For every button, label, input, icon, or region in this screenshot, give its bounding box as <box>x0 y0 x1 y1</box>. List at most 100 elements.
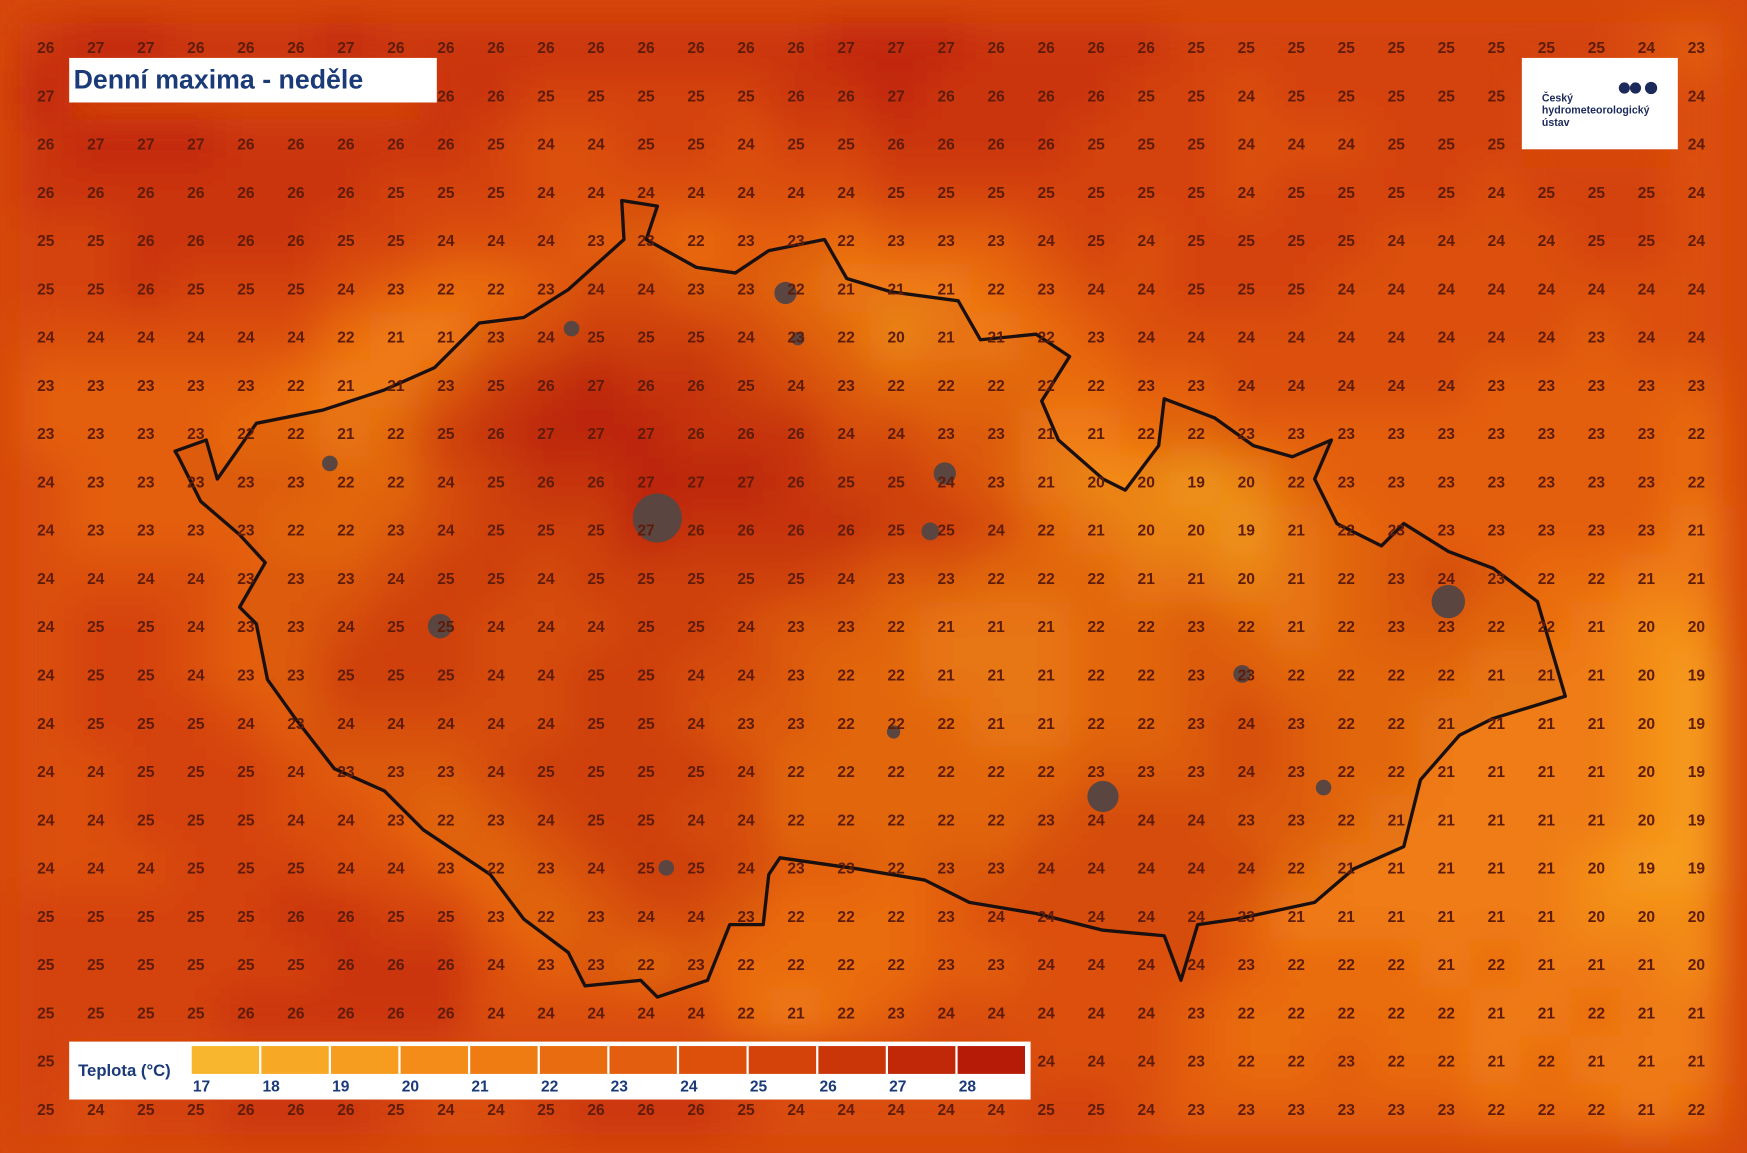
temperature-cell <box>769 70 823 122</box>
temperature-cell <box>119 794 172 846</box>
temperature-cell <box>469 698 523 749</box>
temperature-cell <box>1470 794 1523 846</box>
temperature-cell <box>1670 698 1723 749</box>
temperature-value: 23 <box>487 909 505 926</box>
temperature-value: 23 <box>1588 330 1606 347</box>
temperature-value: 25 <box>1138 137 1156 154</box>
temperature-value: 26 <box>437 137 455 154</box>
temperature-cell <box>1420 1036 1473 1087</box>
temperature-value: 26 <box>87 185 105 202</box>
temperature-cell <box>119 939 172 991</box>
temperature-cell <box>1420 456 1473 508</box>
temperature-value: 23 <box>1438 426 1456 443</box>
temperature-value: 21 <box>1488 1005 1506 1022</box>
temperature-value: 24 <box>1138 909 1156 926</box>
temperature-cell <box>719 939 773 991</box>
temperature-value: 27 <box>687 474 704 491</box>
temperature-cell <box>519 843 573 894</box>
temperature-value: 21 <box>1538 716 1556 733</box>
temperature-cell <box>319 987 373 1039</box>
temperature-value: 22 <box>737 957 755 974</box>
temperature-cell <box>769 891 823 942</box>
temperature-cell <box>1520 167 1573 218</box>
temperature-value: 24 <box>37 716 55 733</box>
temperature-value: 25 <box>1038 185 1056 202</box>
temperature-value: 27 <box>887 40 904 57</box>
temperature-value: 26 <box>937 137 955 154</box>
temperature-value: 21 <box>1638 1005 1656 1022</box>
temperature-value: 23 <box>1638 474 1656 491</box>
temperature-value: 26 <box>387 1005 405 1022</box>
temperature-value: 22 <box>687 233 705 250</box>
temperature-cell <box>1320 312 1373 363</box>
temperature-value: 22 <box>337 474 355 491</box>
temperature-value: 22 <box>1238 1005 1256 1022</box>
temperature-cell <box>569 698 623 749</box>
temperature-cell <box>1070 987 1123 1039</box>
temperature-value: 25 <box>1288 88 1306 105</box>
temperature-cell <box>269 167 323 218</box>
temperature-cell <box>119 698 172 749</box>
logo-mark <box>1644 81 1658 95</box>
temperature-cell <box>719 119 773 170</box>
temperature-value: 25 <box>537 523 555 540</box>
temperature-cell <box>1270 215 1323 267</box>
temperature-cell <box>219 698 272 749</box>
temperature-cell <box>1370 1036 1423 1087</box>
temperature-value: 25 <box>187 812 205 829</box>
temperature-value: 25 <box>237 281 255 298</box>
temperature-value: 21 <box>1638 957 1656 974</box>
temperature-value: 26 <box>1038 40 1056 57</box>
temperature-cell <box>1370 650 1423 701</box>
temperature-value: 23 <box>887 1005 905 1022</box>
temperature-value: 23 <box>1388 571 1406 588</box>
temperature-cell <box>1670 312 1723 363</box>
temperature-cell <box>920 698 973 749</box>
temperature-value: 24 <box>937 1102 955 1119</box>
temperature-cell <box>19 601 72 653</box>
temperature-value: 24 <box>337 281 355 298</box>
temperature-value: 23 <box>937 909 955 926</box>
temperature-value: 22 <box>1438 668 1456 685</box>
temperature-value: 23 <box>137 474 155 491</box>
temperature-value: 24 <box>837 1102 855 1119</box>
temperature-value: 23 <box>387 764 405 781</box>
temperature-cell <box>1120 119 1173 170</box>
temperature-value: 24 <box>37 764 55 781</box>
temperature-value: 23 <box>887 233 905 250</box>
temperature-cell <box>769 360 823 411</box>
temperature-cell <box>1070 891 1123 942</box>
temperature-value: 20 <box>1238 474 1256 491</box>
city <box>632 493 682 543</box>
temperature-cell <box>269 312 323 363</box>
temperature-cell <box>569 456 623 508</box>
temperature-value: 25 <box>337 233 355 250</box>
temperature-value: 26 <box>1038 88 1056 105</box>
temperature-cell <box>1170 263 1223 315</box>
temperature-cell <box>69 794 122 846</box>
temperature-value: 21 <box>1688 571 1706 588</box>
temperature-value: 27 <box>837 40 854 57</box>
temperature-value: 21 <box>1638 1054 1656 1071</box>
temperature-cell <box>169 698 222 749</box>
temperature-cell <box>1220 70 1273 122</box>
temperature-cell <box>469 505 523 556</box>
temperature-cell <box>1170 505 1223 556</box>
temperature-cell <box>1320 22 1373 74</box>
temperature-value: 25 <box>537 88 555 105</box>
temperature-cell <box>1420 650 1473 701</box>
temperature-value: 25 <box>1088 233 1106 250</box>
temperature-cell <box>1320 167 1373 218</box>
temperature-cell <box>869 167 923 218</box>
temperature-cell <box>1270 746 1323 798</box>
temperature-value: 25 <box>587 88 605 105</box>
temperature-cell <box>769 987 823 1039</box>
temperature-value: 23 <box>837 619 855 636</box>
temperature-cell <box>69 843 122 894</box>
temperature-value: 26 <box>287 1005 305 1022</box>
temperature-value: 24 <box>1238 88 1256 105</box>
temperature-value: 24 <box>187 619 205 636</box>
temperature-cell <box>1020 650 1073 701</box>
temperature-value: 23 <box>1388 523 1406 540</box>
temperature-value: 24 <box>487 668 505 685</box>
